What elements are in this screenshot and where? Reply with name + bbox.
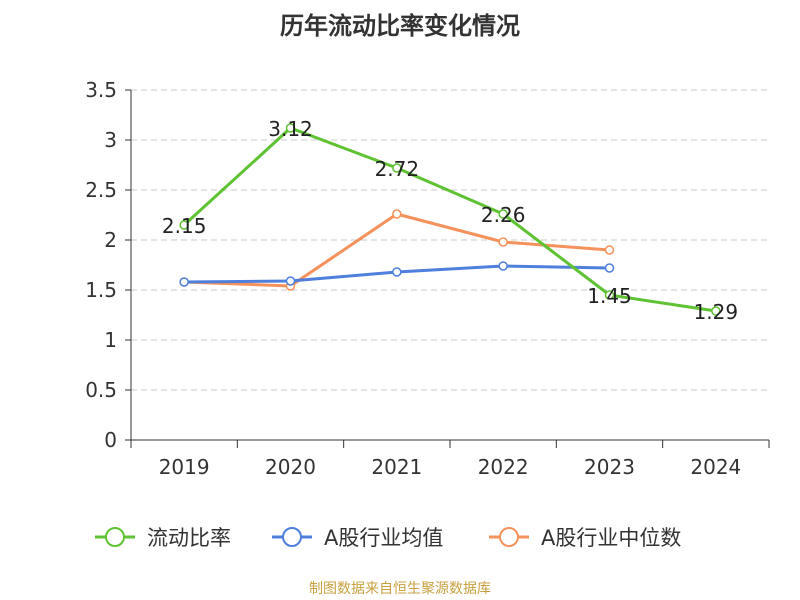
source-note: 制图数据来自恒生聚源数据库 <box>309 581 491 597</box>
data-label: 1.29 <box>694 300 739 324</box>
x-tick-label: 2019 <box>159 455 210 479</box>
y-tick-label: 1 <box>104 328 117 352</box>
data-point[interactable] <box>392 163 402 173</box>
grid-lines <box>131 89 769 391</box>
axes: 0 0.5 1 1.5 2 2.5 3 3.5 2019 2020 2021 2022 2023 2024 <box>85 78 770 479</box>
y-tick-label: 0.5 <box>85 378 117 402</box>
y-tick-label: 3 <box>104 128 117 152</box>
y-tick-label: 3.5 <box>85 78 117 102</box>
data-point[interactable] <box>285 276 296 286</box>
y-tick-label: 1.5 <box>85 278 117 302</box>
data-label: 2.72 <box>375 157 420 181</box>
legend-circle-icon <box>499 527 519 547</box>
data-label: 2.26 <box>481 203 526 227</box>
data-point[interactable] <box>392 209 402 219</box>
data-point[interactable] <box>179 277 189 287</box>
data-point[interactable] <box>604 245 615 255</box>
legend-item[interactable]: 流动比率 <box>95 526 231 550</box>
data-label: 2.15 <box>162 214 207 238</box>
legend-circle-icon <box>282 527 302 547</box>
data-label: 3.12 <box>268 117 313 141</box>
data-label: 1.45 <box>587 284 632 308</box>
data-point[interactable] <box>498 261 508 271</box>
data-point[interactable] <box>498 237 508 247</box>
data-point[interactable] <box>392 267 402 277</box>
data-point[interactable] <box>179 220 189 230</box>
data-labels: 2.15 3.12 2.72 2.26 1.45 1.29 <box>162 117 738 324</box>
x-tick-label: 2021 <box>371 455 422 479</box>
data-point[interactable] <box>604 263 615 273</box>
y-tick-label: 2 <box>104 228 117 252</box>
x-tick-label: 2024 <box>690 455 741 479</box>
x-tick-label: 2020 <box>265 455 316 479</box>
legend-item[interactable]: A股行业均值 <box>272 526 443 550</box>
series-line <box>183 126 717 313</box>
y-tick-label: 2.5 <box>85 178 117 202</box>
data-point[interactable] <box>285 123 296 133</box>
legend: 流动比率 A股行业均值 A股行业中位数 <box>95 526 681 550</box>
x-tick-label: 2023 <box>584 455 635 479</box>
chart-title: 历年流动比率变化情况 <box>280 12 520 40</box>
legend-label: A股行业均值 <box>324 526 443 550</box>
data-point[interactable] <box>711 306 721 316</box>
x-tick-label: 2022 <box>478 455 529 479</box>
legend-circle-icon <box>105 527 125 547</box>
data-point[interactable] <box>604 290 615 300</box>
y-tick-label: 0 <box>104 428 117 452</box>
legend-label: A股行业中位数 <box>541 526 681 550</box>
legend-label: 流动比率 <box>147 526 231 550</box>
legend-item[interactable]: A股行业中位数 <box>489 526 681 550</box>
data-point[interactable] <box>498 209 508 219</box>
series-lines <box>179 123 721 316</box>
